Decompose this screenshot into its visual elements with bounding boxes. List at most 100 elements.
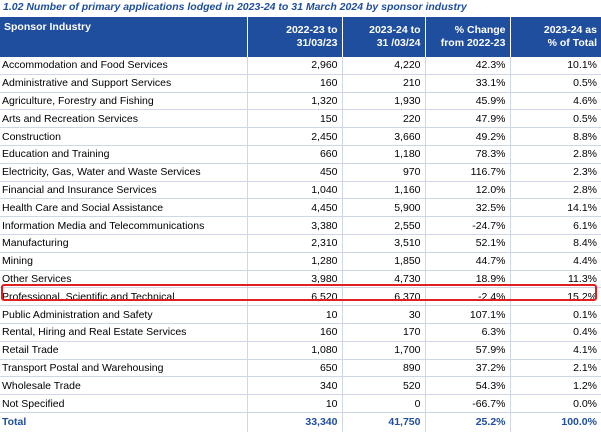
- total-row: Total 33,340 41,750 25.2% 100.0%: [0, 411, 601, 432]
- cell-industry: Electricity, Gas, Water and Waste Servic…: [0, 163, 248, 182]
- cell-2022-23: 660: [247, 145, 343, 164]
- table-row: Health Care and Social Assistance 4,450 5,…: [0, 198, 601, 218]
- cell-2022-23: 340: [247, 376, 343, 396]
- table-row: Retail Trade 1,080 1,700 57.9% 4.1%: [0, 341, 601, 360]
- total-2023-24: 41,750: [342, 411, 426, 432]
- table-row: Financial and Insurance Services 1,040 1,1…: [0, 181, 601, 200]
- cell-2022-23: 10: [247, 394, 343, 413]
- cell-2023-24: 5,900: [342, 198, 426, 218]
- cell-2023-24: 4,220: [342, 57, 426, 75]
- cell-pct-change: 33.1%: [425, 74, 511, 93]
- cell-pct-of-total: 0.0%: [510, 394, 601, 413]
- cell-industry: Transport Postal and Warehousing: [0, 359, 248, 378]
- header-2023-24: 2023-24 to 31 /03/24: [342, 17, 426, 57]
- cell-pct-of-total: 0.4%: [510, 323, 601, 342]
- cell-2023-24: 3,510: [342, 234, 426, 253]
- cell-industry: Rental, Hiring and Real Estate Services: [0, 323, 248, 342]
- cell-pct-of-total: 2.8%: [510, 181, 601, 200]
- cell-2022-23: 6,520: [247, 287, 343, 307]
- cell-2022-23: 2,450: [247, 127, 343, 146]
- cell-pct-of-total: 4.4%: [510, 252, 601, 271]
- table-caption: 1.02 Number of primary applications lodg…: [3, 1, 467, 13]
- cell-pct-change: 57.9%: [425, 341, 511, 360]
- table-row: Information Media and Telecommunications…: [0, 216, 601, 235]
- cell-2022-23: 4,450: [247, 198, 343, 218]
- cell-pct-of-total: 0.1%: [510, 305, 601, 324]
- table-row: Accommodation and Food Services 2,960 4,22…: [0, 57, 601, 75]
- cell-industry: Manufacturing: [0, 234, 248, 253]
- cell-2022-23: 160: [247, 74, 343, 93]
- header-pct-of-total: 2023-24 as % of Total: [510, 17, 601, 57]
- table-row: Administrative and Support Services 160 21…: [0, 74, 601, 93]
- cell-2023-24: 1,700: [342, 341, 426, 360]
- cell-2022-23: 2,960: [247, 57, 343, 75]
- cell-2022-23: 2,310: [247, 234, 343, 253]
- table-row: Public Administration and Safety 10 30 107.…: [0, 305, 601, 324]
- table-row: Agriculture, Forestry and Fishing 1,320 1,…: [0, 92, 601, 111]
- cell-industry: Mining: [0, 252, 248, 271]
- cell-industry: Administrative and Support Services: [0, 74, 248, 93]
- cell-2023-24: 3,660: [342, 127, 426, 146]
- table-row: Manufacturing 2,310 3,510 52.1% 8.4%: [0, 234, 601, 253]
- table-row: Wholesale Trade 340 520 54.3% 1.2%: [0, 376, 601, 396]
- cell-pct-change: 45.9%: [425, 92, 511, 111]
- cell-pct-change: 54.3%: [425, 376, 511, 396]
- sponsor-industry-table: Sponsor Industry 2022-23 to 31/03/23 202…: [0, 17, 601, 432]
- cell-industry: Arts and Recreation Services: [0, 109, 248, 129]
- table-row: Construction 2,450 3,660 49.2% 8.8%: [0, 127, 601, 146]
- cell-pct-of-total: 2.1%: [510, 359, 601, 378]
- table-row: Transport Postal and Warehousing 650 890 37…: [0, 359, 601, 378]
- cell-industry: Professional, Scientific and Technical: [0, 287, 248, 307]
- total-pct-of-total: 100.0%: [510, 411, 601, 432]
- total-2022-23: 33,340: [247, 411, 343, 432]
- cell-pct-change: -2.4%: [425, 287, 511, 307]
- header-sponsor-industry: Sponsor Industry: [0, 17, 248, 57]
- header-row: Sponsor Industry 2022-23 to 31/03/23 202…: [0, 17, 601, 57]
- cell-pct-of-total: 2.8%: [510, 145, 601, 164]
- table-row: Professional, Scientific and Technical 6,…: [0, 287, 601, 307]
- cell-industry: Health Care and Social Assistance: [0, 198, 248, 218]
- table-row: Electricity, Gas, Water and Waste Servic…: [0, 163, 601, 182]
- header-pct-change: % Change from 2022-23: [425, 17, 511, 57]
- cell-pct-change: 44.7%: [425, 252, 511, 271]
- cell-pct-of-total: 15.2%: [510, 287, 601, 307]
- cell-pct-change: 32.5%: [425, 198, 511, 218]
- cell-industry: Retail Trade: [0, 341, 248, 360]
- table-row: Mining 1,280 1,850 44.7% 4.4%: [0, 252, 601, 271]
- cell-industry: Wholesale Trade: [0, 376, 248, 396]
- table-body: Accommodation and Food Services 2,960 4,22…: [0, 57, 601, 413]
- cell-2022-23: 150: [247, 109, 343, 129]
- cell-pct-of-total: 10.1%: [510, 57, 601, 75]
- cell-industry: Other Services: [0, 270, 248, 289]
- cell-2023-24: 2,550: [342, 216, 426, 235]
- cell-2022-23: 1,040: [247, 181, 343, 200]
- cell-2023-24: 520: [342, 376, 426, 396]
- cell-pct-of-total: 6.1%: [510, 216, 601, 235]
- cell-pct-change: 107.1%: [425, 305, 511, 324]
- cell-pct-change: 78.3%: [425, 145, 511, 164]
- cell-pct-change: -66.7%: [425, 394, 511, 413]
- cell-pct-of-total: 8.8%: [510, 127, 601, 146]
- cell-2023-24: 170: [342, 323, 426, 342]
- cell-2023-24: 1,930: [342, 92, 426, 111]
- table-row: Education and Training 660 1,180 78.3% 2.8%: [0, 145, 601, 164]
- cell-2022-23: 1,080: [247, 341, 343, 360]
- cell-pct-change: 18.9%: [425, 270, 511, 289]
- cell-pct-change: 47.9%: [425, 109, 511, 129]
- cell-pct-change: -24.7%: [425, 216, 511, 235]
- cell-2023-24: 6,370: [342, 287, 426, 307]
- cell-industry: Not Specified: [0, 394, 248, 413]
- cell-pct-of-total: 2.3%: [510, 163, 601, 182]
- cell-2022-23: 3,380: [247, 216, 343, 235]
- cell-pct-of-total: 1.2%: [510, 376, 601, 396]
- cell-industry: Agriculture, Forestry and Fishing: [0, 92, 248, 111]
- cell-pct-of-total: 4.6%: [510, 92, 601, 111]
- cell-2023-24: 0: [342, 394, 426, 413]
- cell-2023-24: 210: [342, 74, 426, 93]
- cell-industry: Construction: [0, 127, 248, 146]
- cell-industry: Information Media and Telecommunications: [0, 216, 248, 235]
- cell-industry: Financial and Insurance Services: [0, 181, 248, 200]
- cell-pct-change: 52.1%: [425, 234, 511, 253]
- cell-pct-change: 37.2%: [425, 359, 511, 378]
- cell-pct-of-total: 0.5%: [510, 74, 601, 93]
